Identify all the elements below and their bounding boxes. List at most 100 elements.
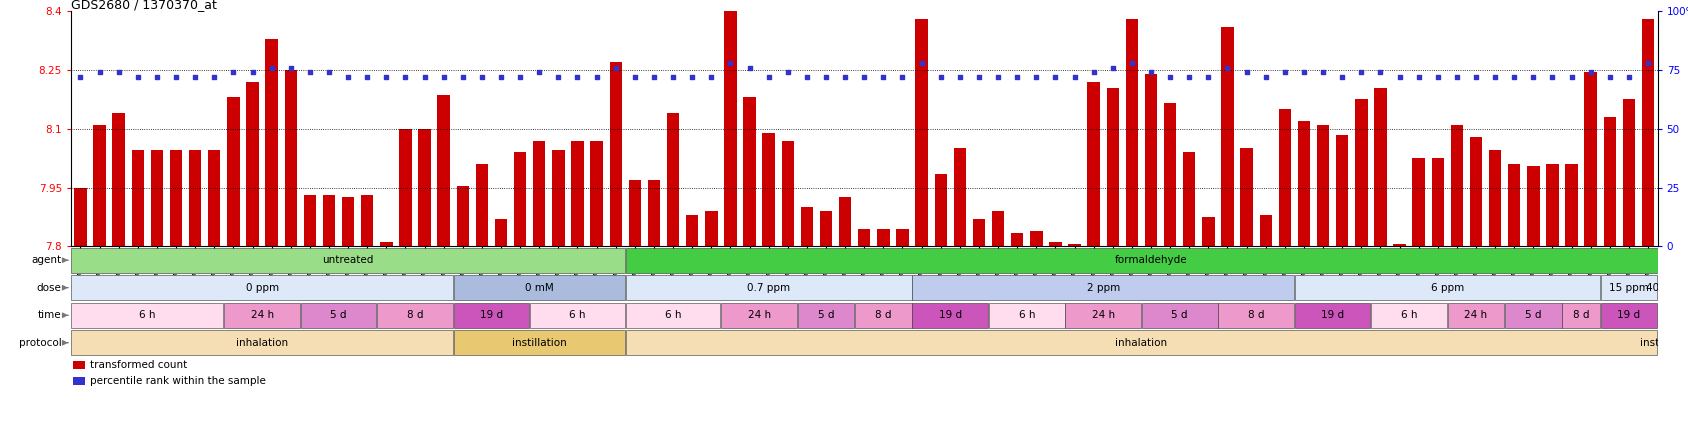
Bar (1011, 233, 1023, 246)
Point (812, 73, 839, 80)
Bar (1642, 19, 1654, 246)
Bar (343, 198, 354, 246)
Text: 6 h: 6 h (1018, 310, 1035, 320)
Point (1004, 73, 1031, 80)
Bar (591, 141, 603, 246)
Bar (856, 302, 912, 328)
Point (1080, 69, 1107, 76)
Point (793, 73, 820, 80)
Point (717, 59, 744, 67)
Bar (1658, 302, 1676, 328)
Point (1177, 73, 1204, 80)
Bar (285, 70, 297, 246)
Bar (626, 247, 1676, 273)
Bar (1470, 137, 1482, 246)
Point (621, 73, 648, 80)
Bar (1165, 103, 1177, 246)
Bar (721, 302, 797, 328)
Bar (71, 275, 452, 301)
Point (890, 73, 917, 80)
Text: protocol: protocol (19, 338, 61, 348)
Point (316, 69, 343, 76)
Bar (1183, 152, 1195, 246)
Text: 24 h: 24 h (1465, 310, 1487, 320)
Bar (265, 39, 279, 246)
Text: 8 d: 8 d (1573, 310, 1590, 320)
Point (755, 73, 782, 80)
Bar (1259, 215, 1273, 246)
Bar (71, 247, 625, 273)
Point (775, 69, 802, 76)
Bar (1069, 245, 1080, 246)
Bar (1546, 164, 1558, 246)
Text: 6 h: 6 h (1401, 310, 1418, 320)
Bar (1585, 72, 1597, 246)
Text: inhalation: inhalation (236, 338, 289, 348)
Bar (93, 125, 106, 246)
Point (1062, 73, 1089, 80)
Bar (724, 3, 736, 246)
Point (1310, 69, 1337, 76)
Bar (400, 129, 412, 246)
Bar (820, 211, 832, 246)
Bar (300, 302, 376, 328)
Text: 19 d: 19 d (1617, 310, 1641, 320)
Bar (456, 186, 469, 246)
Text: 5 d: 5 d (1524, 310, 1541, 320)
Bar (132, 151, 143, 246)
Text: 2 ppm: 2 ppm (1087, 283, 1119, 293)
Bar (626, 302, 721, 328)
Point (277, 64, 304, 71)
Text: instillation: instillation (511, 338, 567, 348)
Bar (1506, 302, 1561, 328)
Point (869, 73, 896, 80)
Point (1462, 73, 1489, 80)
Bar (476, 164, 488, 246)
Point (125, 73, 152, 80)
Point (1443, 73, 1470, 80)
Bar (1600, 275, 1658, 301)
Bar (454, 302, 530, 328)
Point (640, 73, 667, 80)
Bar (628, 180, 641, 246)
Text: 0 ppm: 0 ppm (245, 283, 279, 293)
Bar (1563, 302, 1600, 328)
Point (582, 73, 609, 80)
Bar (1658, 275, 1676, 301)
Bar (800, 207, 814, 246)
Point (430, 73, 457, 80)
Point (1482, 73, 1509, 80)
Text: time: time (37, 310, 61, 320)
Bar (189, 151, 201, 246)
Bar (73, 377, 84, 385)
Point (1252, 73, 1280, 80)
Bar (706, 211, 717, 246)
Text: 6 ppm: 6 ppm (1431, 283, 1463, 293)
Bar (1030, 231, 1043, 246)
Point (984, 73, 1011, 80)
Bar (170, 151, 182, 246)
Bar (743, 97, 756, 246)
Text: 24 h: 24 h (1092, 310, 1114, 320)
Bar (1335, 135, 1349, 246)
Bar (113, 113, 125, 246)
Text: inhalation: inhalation (1116, 338, 1168, 348)
Bar (1241, 148, 1252, 246)
Point (373, 73, 400, 80)
Text: 8 d: 8 d (1247, 310, 1264, 320)
Text: dose: dose (37, 283, 61, 293)
Point (1501, 73, 1528, 80)
Point (1099, 64, 1126, 71)
Text: transformed count: transformed count (89, 360, 187, 370)
Bar (1107, 87, 1119, 246)
Bar (1202, 217, 1215, 246)
Point (1615, 73, 1642, 80)
Point (1195, 73, 1222, 80)
Point (219, 69, 246, 76)
Bar (989, 302, 1065, 328)
Bar (419, 129, 430, 246)
Bar (246, 82, 258, 246)
Bar (74, 188, 86, 246)
Bar (552, 151, 564, 246)
Text: 5 d: 5 d (331, 310, 346, 320)
